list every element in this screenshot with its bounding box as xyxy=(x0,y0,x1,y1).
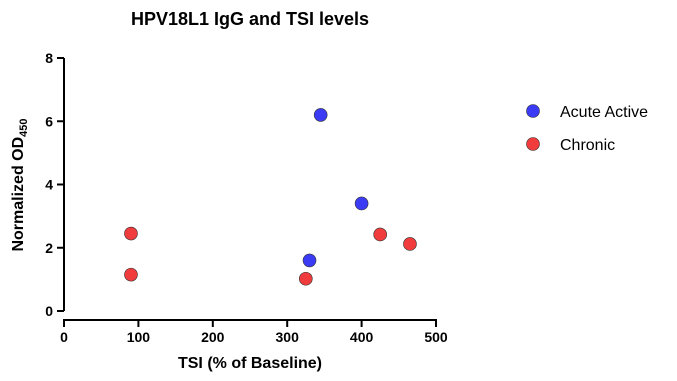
x-tick-label: 300 xyxy=(276,329,300,345)
data-point-chronic xyxy=(124,267,138,282)
data-point-chronic xyxy=(124,226,138,241)
x-tick-label: 400 xyxy=(350,329,374,345)
y-tick-label: 0 xyxy=(45,303,53,319)
data-point-acute-active xyxy=(313,108,328,122)
x-tick-label: 500 xyxy=(424,329,448,345)
legend-label: Acute Active xyxy=(560,104,648,121)
legend-label: Chronic xyxy=(560,137,615,154)
legend-marker xyxy=(526,104,540,118)
y-axis-label-subscript: 450 xyxy=(18,118,30,136)
x-axis-label: TSI (% of Baseline) xyxy=(178,355,322,372)
y-tick-label: 2 xyxy=(45,240,53,256)
y-axis-label-main: Normalized OD xyxy=(10,137,27,252)
data-point-acute-active xyxy=(354,196,369,211)
y-axis-label: Normalized OD450 xyxy=(10,118,30,251)
data-point-chronic xyxy=(373,227,388,242)
data-point-acute-active xyxy=(302,253,317,268)
x-tick-label: 0 xyxy=(60,329,68,345)
x-tick-label: 100 xyxy=(127,329,151,345)
y-ticks: 0 2 4 6 8 xyxy=(45,50,64,319)
x-tick-label: 200 xyxy=(201,329,225,345)
legend-marker xyxy=(526,137,540,151)
y-tick-label: 4 xyxy=(45,177,53,193)
y-tick-label: 8 xyxy=(45,50,53,66)
legend: Acute Active Chronic xyxy=(526,104,648,154)
data-point-chronic xyxy=(298,271,313,286)
x-ticks: 0 100 200 300 400 500 xyxy=(60,320,448,345)
y-tick-label: 6 xyxy=(45,113,53,129)
data-points xyxy=(124,108,417,286)
data-point-chronic xyxy=(403,237,417,251)
chart-title: HPV18L1 IgG and TSI levels xyxy=(131,9,369,29)
